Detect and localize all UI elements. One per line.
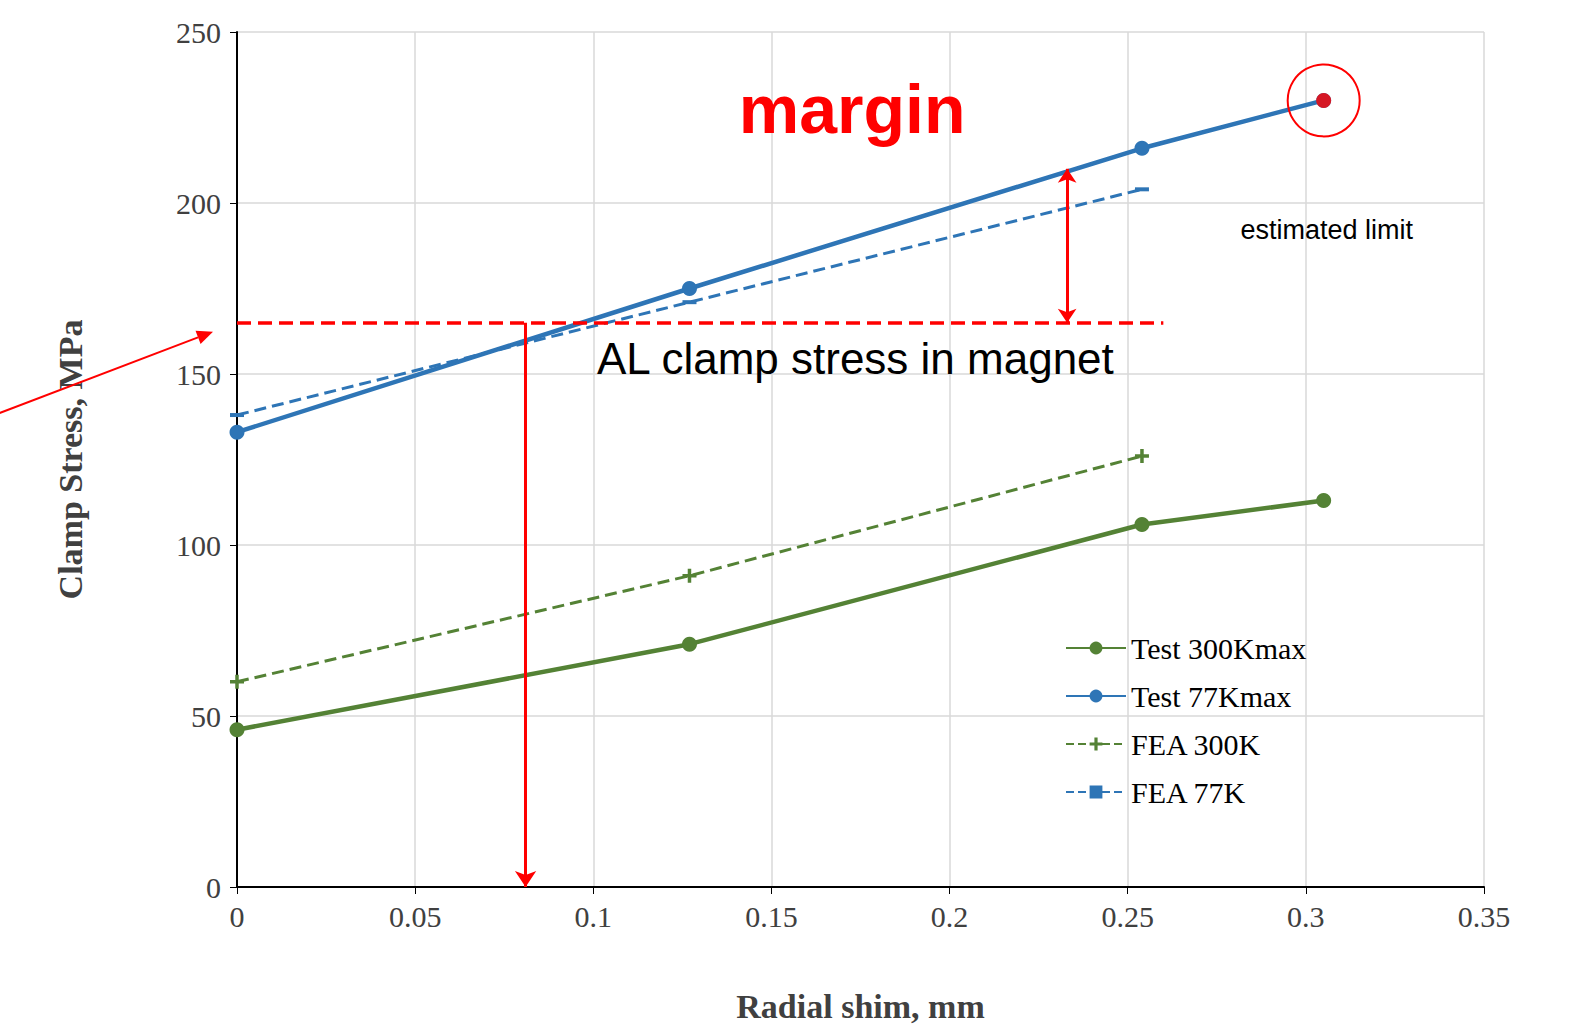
svg-text:FEA 300K: FEA 300K: [1131, 728, 1261, 761]
svg-text:0.3: 0.3: [1287, 900, 1325, 933]
svg-text:0: 0: [230, 900, 245, 933]
svg-text:FEA 77K: FEA 77K: [1131, 776, 1246, 809]
svg-text:Test 300Kmax: Test 300Kmax: [1131, 632, 1306, 665]
svg-text:0.2: 0.2: [931, 900, 969, 933]
svg-text:estimated limit: estimated limit: [1240, 215, 1413, 245]
svg-text:Clamp Stress, MPa: Clamp Stress, MPa: [52, 320, 89, 600]
svg-text:50: 50: [191, 700, 221, 733]
svg-text:0.35: 0.35: [1458, 900, 1511, 933]
svg-text:AL clamp stress in magnet: AL clamp stress in magnet: [597, 334, 1114, 383]
svg-text:250: 250: [176, 16, 221, 49]
svg-text:100: 100: [176, 529, 221, 562]
svg-text:Radial shim, mm: Radial shim, mm: [736, 988, 984, 1025]
svg-text:Test 77Kmax: Test 77Kmax: [1131, 680, 1291, 713]
svg-text:0.05: 0.05: [389, 900, 442, 933]
svg-text:0: 0: [206, 871, 221, 904]
svg-text:200: 200: [176, 187, 221, 220]
svg-text:0.15: 0.15: [745, 900, 798, 933]
svg-text:0.1: 0.1: [575, 900, 613, 933]
svg-text:margin: margin: [739, 71, 966, 147]
svg-text:0.25: 0.25: [1101, 900, 1154, 933]
svg-text:150: 150: [176, 358, 221, 391]
